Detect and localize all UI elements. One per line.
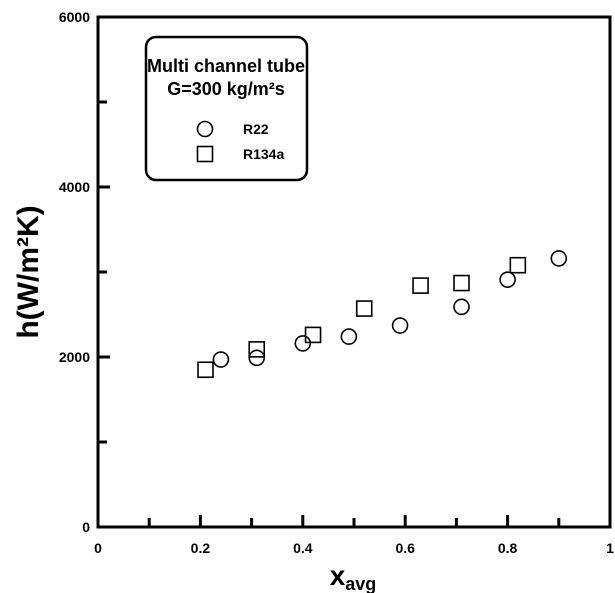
legend-title-line1: Multi channel tube <box>147 56 305 76</box>
r22-point <box>340 328 358 345</box>
x-tick-label: 0.8 <box>498 540 518 556</box>
x-tick-label: 0.2 <box>191 540 211 556</box>
r134a-point <box>412 277 429 294</box>
legend-box <box>144 35 309 182</box>
y-tick-label: 2000 <box>59 349 90 365</box>
r22-point <box>499 271 516 288</box>
r22-point <box>294 335 312 352</box>
r134a-point <box>197 361 214 379</box>
r134a-point <box>304 326 322 344</box>
data-markers <box>197 250 568 379</box>
legend-label-r134a: R134a <box>243 146 284 162</box>
legend-marker-r134a <box>196 145 214 163</box>
x-axis-title-subscript: avg <box>345 574 376 593</box>
axis-tick-labels: 0 0.2 0.4 0.6 0.8 1 0 2000 4000 6000 <box>59 9 614 556</box>
r134a-point <box>355 300 373 317</box>
y-axis-title: h(W/m²K) <box>12 205 45 338</box>
r134a-point <box>248 341 266 358</box>
x-tick-label: 0.6 <box>395 540 415 556</box>
r134a-point <box>509 256 527 274</box>
x-axis-title-main: x <box>330 560 346 591</box>
legend: Multi channel tube G=300 kg/m²s R22 R134… <box>144 35 309 182</box>
r22-point <box>212 351 230 368</box>
legend-title-line2: G=300 kg/m²s <box>167 79 285 99</box>
r134a-point <box>453 274 470 292</box>
r22-point <box>550 250 568 267</box>
x-tick-label: 1 <box>606 540 614 556</box>
r22-point <box>248 349 266 367</box>
axis-ticks <box>96 15 612 529</box>
x-tick-label: 0.4 <box>293 540 313 556</box>
x-axis-title: xavg <box>330 560 377 593</box>
y-tick-label: 6000 <box>59 9 90 25</box>
x-tick-label: 0 <box>94 540 102 556</box>
y-tick-label: 0 <box>82 519 90 535</box>
legend-label-r22: R22 <box>243 121 269 137</box>
legend-marker-r22 <box>196 120 214 138</box>
r22-point <box>391 317 409 334</box>
r22-point <box>453 298 470 316</box>
y-tick-label: 4000 <box>59 179 90 195</box>
